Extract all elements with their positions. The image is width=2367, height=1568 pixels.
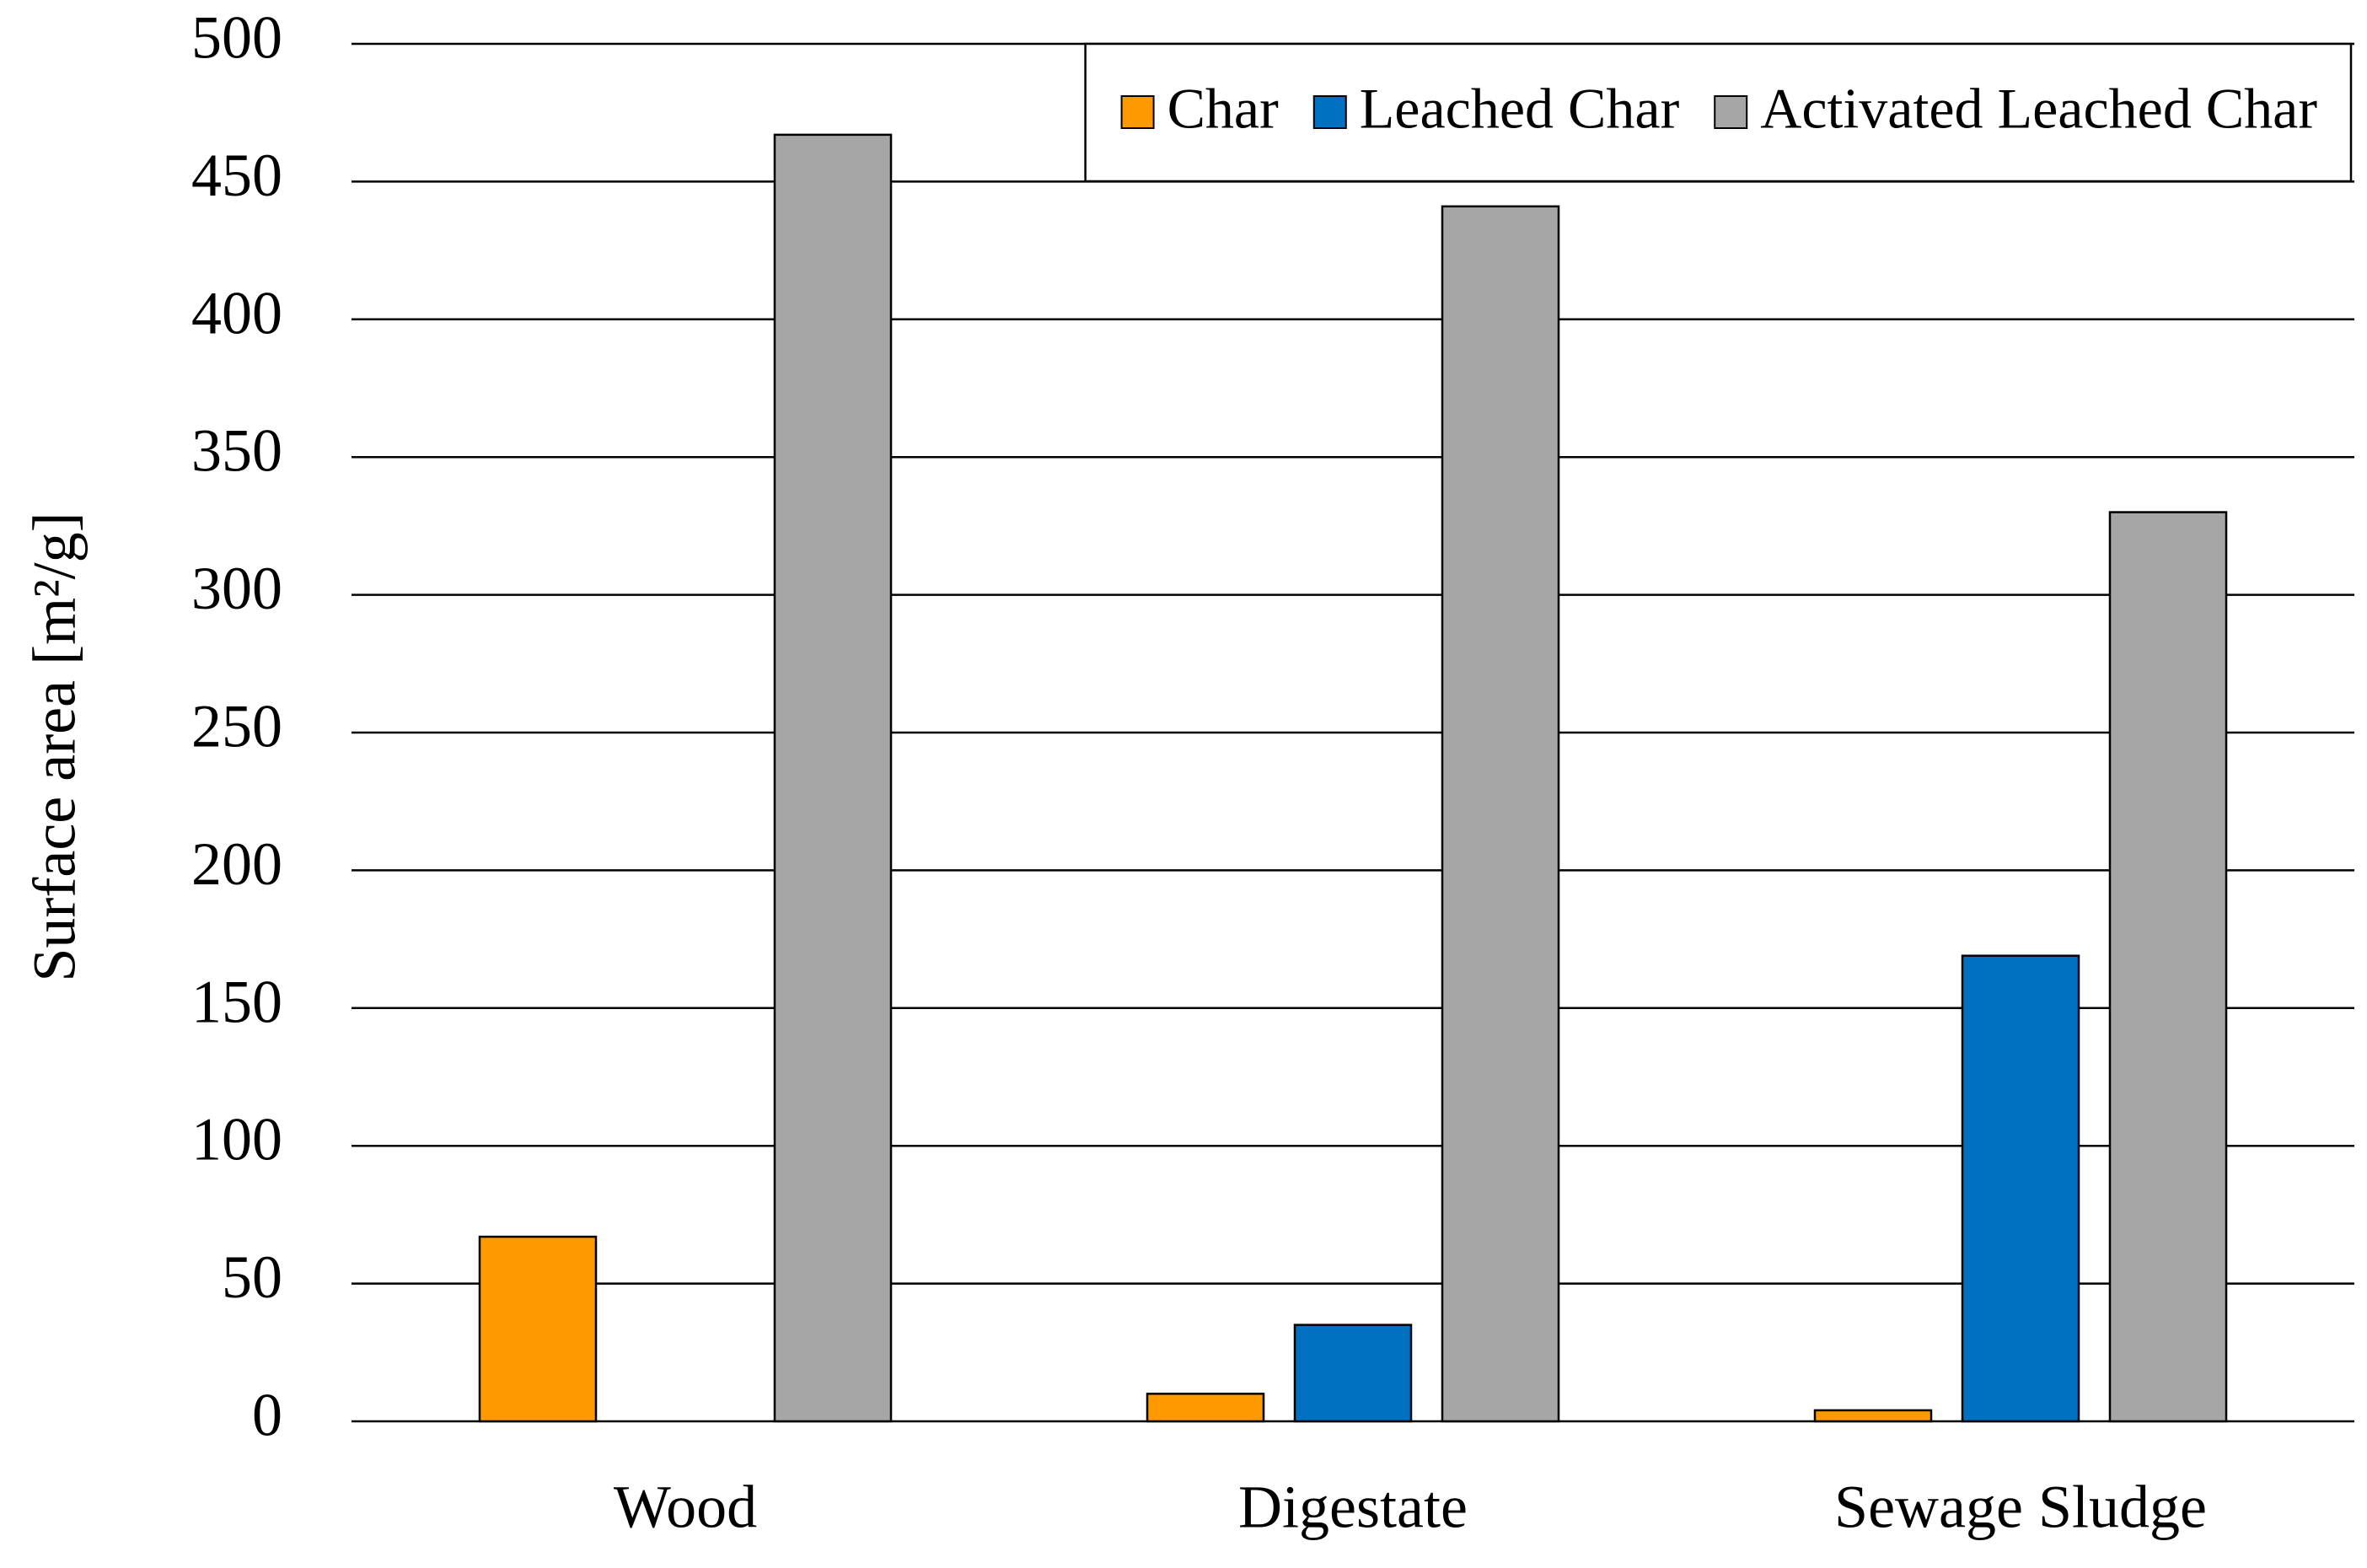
bar <box>2108 511 2228 1423</box>
bar <box>1961 954 2080 1423</box>
y-tick-label: 50 <box>222 1243 282 1311</box>
y-axis-label: Surface area [m²/g] <box>21 512 89 981</box>
y-tick-label: 350 <box>191 417 282 485</box>
bar <box>1441 205 1560 1423</box>
bar <box>1813 1409 1933 1423</box>
legend-swatch <box>1714 95 1748 129</box>
y-tick-label: 400 <box>191 279 282 346</box>
legend-label: Activated Leached Char <box>1760 77 2317 141</box>
legend-label: Leached Char <box>1360 77 1680 141</box>
legend-swatch <box>1312 95 1347 129</box>
legend-swatch <box>1120 95 1155 129</box>
y-tick-label: 150 <box>191 968 282 1035</box>
y-tick-label: 500 <box>191 4 282 72</box>
y-tick-label: 0 <box>252 1382 282 1449</box>
legend-label: Char <box>1167 77 1280 141</box>
y-tick-label: 100 <box>191 1106 282 1173</box>
y-tick-label: 450 <box>191 142 282 209</box>
y-tick-label: 250 <box>191 693 282 760</box>
y-tick-label: 200 <box>191 830 282 898</box>
bar <box>773 133 893 1423</box>
bar <box>1293 1324 1413 1423</box>
bar <box>478 1235 598 1423</box>
bar <box>1146 1393 1265 1423</box>
x-tick-label: Digestate <box>1238 1474 1468 1541</box>
x-tick-label: Sewage Sludge <box>1834 1474 2207 1541</box>
y-tick-label: 300 <box>191 555 282 622</box>
x-tick-label: Wood <box>614 1474 757 1541</box>
